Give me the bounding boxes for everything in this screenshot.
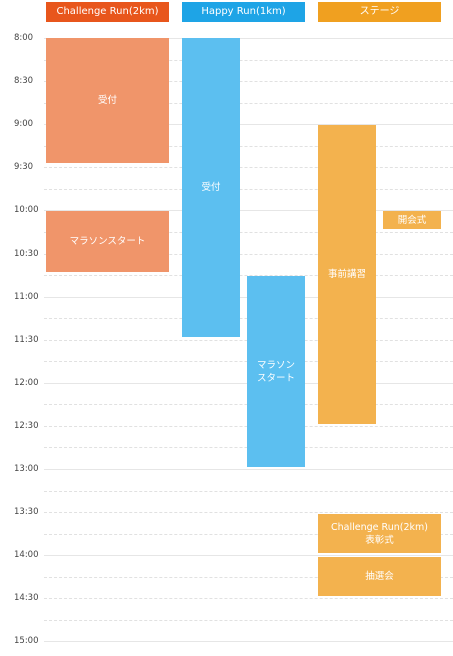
- time-label: 14:00: [14, 550, 39, 561]
- stage-lottery-block: 抽選会: [318, 557, 441, 596]
- grid-line: [44, 598, 453, 600]
- happy-marathon-start-block: マラソン スタート: [247, 276, 305, 467]
- header-stage: ステージ: [318, 2, 441, 22]
- grid-line: [44, 469, 453, 470]
- grid-line: [44, 38, 453, 39]
- grid-line-quarter: [44, 59, 453, 61]
- grid-line-quarter: [44, 576, 453, 578]
- time-label: 8:00: [14, 33, 34, 43]
- time-label: 11:00: [14, 291, 39, 302]
- grid-line: [44, 641, 453, 643]
- grid-line-quarter: [44, 275, 453, 277]
- grid-line: [44, 210, 453, 212]
- grid-line: [44, 253, 453, 255]
- time-label: 12:30: [14, 420, 39, 431]
- time-label: 13:00: [14, 464, 39, 474]
- grid-line-quarter: [44, 231, 453, 233]
- grid-line-quarter: [44, 102, 453, 104]
- time-label: 14:30: [14, 593, 39, 604]
- time-label: 10:00: [14, 205, 39, 216]
- grid-line: [44, 167, 453, 169]
- happy-reception-block: 受付: [182, 38, 240, 337]
- stage-awards-block: Challenge Run(2km) 表彰式: [318, 514, 441, 553]
- time-label: 13:30: [14, 507, 39, 518]
- grid-line-quarter: [44, 533, 453, 535]
- grid-line: [44, 81, 453, 83]
- stage-lecture-block: 事前講習: [318, 125, 376, 424]
- grid-line-quarter: [44, 490, 453, 492]
- grid-line-quarter: [44, 619, 453, 621]
- grid-line-quarter: [44, 188, 453, 190]
- grid-line-quarter: [44, 145, 453, 147]
- stage-opening-ceremony-block: 開会式: [383, 211, 441, 229]
- header-challenge-run: Challenge Run(2km): [46, 2, 169, 22]
- grid-line: [44, 512, 453, 514]
- challenge-reception-block: 受付: [46, 38, 169, 163]
- grid-line: [44, 555, 453, 557]
- grid-line: [44, 124, 453, 126]
- time-label: 15:00: [14, 636, 39, 647]
- challenge-marathon-start-block: マラソンスタート: [46, 211, 169, 272]
- time-label: 11:30: [14, 334, 39, 345]
- time-label: 9:30: [14, 162, 34, 173]
- time-label: 9:00: [14, 119, 34, 130]
- time-label: 12:00: [14, 377, 39, 388]
- time-label: 8:30: [14, 76, 34, 87]
- time-label: 10:30: [14, 248, 39, 259]
- header-happy-run: Happy Run(1km): [182, 2, 305, 22]
